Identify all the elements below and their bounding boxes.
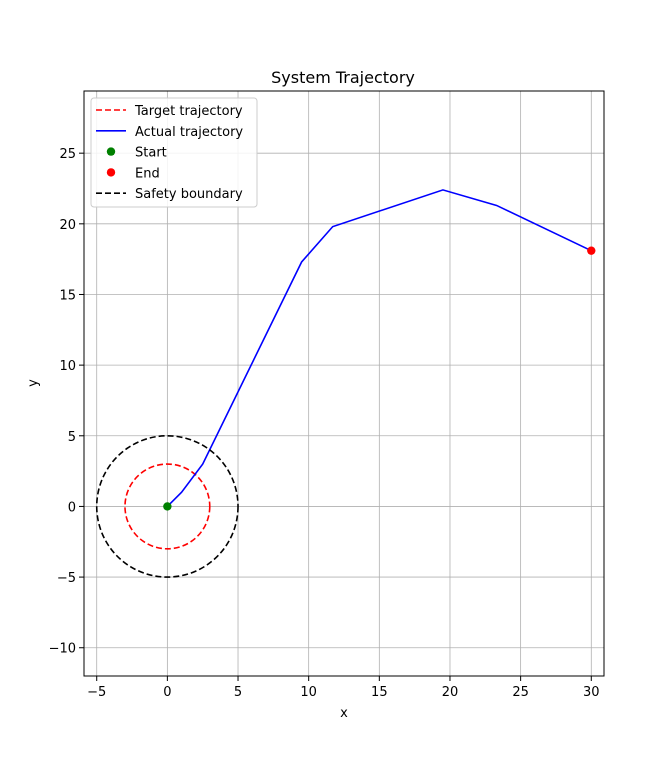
y-tick-label: 0 <box>68 500 76 515</box>
x-tick-label: 25 <box>512 685 529 700</box>
legend-label-end: End <box>135 166 160 181</box>
x-tick-label: 0 <box>163 685 171 700</box>
legend-label-actual-trajectory: Actual trajectory <box>135 125 243 140</box>
start-point <box>163 502 172 511</box>
legend-label-safety-boundary: Safety boundary <box>135 187 243 202</box>
plot-series <box>95 189 596 578</box>
y-tick-label: 15 <box>59 288 76 303</box>
y-axis-label: y <box>26 379 41 387</box>
x-tick-label: 15 <box>371 685 388 700</box>
y-tick-label: −5 <box>57 571 76 586</box>
y-tick-label: 20 <box>59 218 76 233</box>
end-point <box>587 246 596 255</box>
target-trajectory-circle <box>124 463 211 550</box>
y-tick-label: −10 <box>49 642 76 657</box>
legend-swatch-start <box>106 147 116 156</box>
actual-trajectory-line <box>166 189 592 508</box>
x-tick-label: 30 <box>583 685 600 700</box>
y-tick-label: 25 <box>59 147 76 162</box>
axis-ticks: −5 0 5 10 15 20 25 30 −10 −5 0 5 10 15 20 25 <box>49 147 600 700</box>
legend-box <box>90 97 258 208</box>
safety-boundary-circle <box>95 434 239 578</box>
plot-frame <box>83 90 605 677</box>
y-tick-label: 10 <box>59 359 76 374</box>
x-tick-label: 5 <box>234 685 242 700</box>
x-tick-label: 10 <box>300 685 317 700</box>
y-tick-label: 5 <box>68 430 76 445</box>
x-axis-label: x <box>340 706 348 721</box>
x-tick-label: 20 <box>442 685 459 700</box>
legend-swatch-end <box>106 168 116 177</box>
x-tick-label: −5 <box>87 685 106 700</box>
legend-label-start: Start <box>135 146 167 161</box>
legend-label-target-trajectory: Target trajectory <box>134 104 243 119</box>
legend: Target trajectory Actual trajectory Start E… <box>90 97 258 208</box>
chart-title: System Trajectory <box>271 68 415 87</box>
